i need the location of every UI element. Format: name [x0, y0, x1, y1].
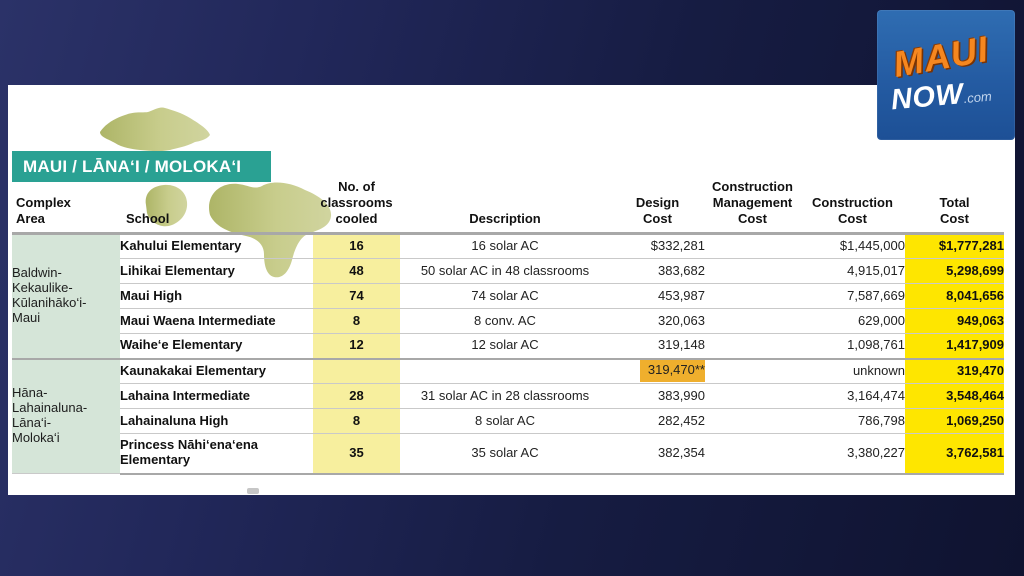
- highlighted-design-cost: 319,470**: [639, 360, 705, 383]
- table-row: Princess Nāhi‘ena‘ena Elementary 35 35 s…: [12, 433, 1004, 475]
- table-row: Maui High 74 74 solar AC 453,987 7,587,6…: [12, 283, 1004, 309]
- description-cell: 12 solar AC: [400, 333, 610, 359]
- management-cost-cell: [705, 408, 800, 434]
- construction-cost-cell: 3,164,474: [800, 383, 905, 409]
- total-cost-cell: 8,041,656: [905, 283, 1004, 309]
- classrooms-cell: 12: [313, 333, 400, 359]
- total-cost-cell: 949,063: [905, 308, 1004, 334]
- design-cost-cell: 319,148: [610, 333, 705, 359]
- school-cell: Maui Waena Intermediate: [120, 308, 313, 334]
- management-cost-cell: [705, 357, 800, 384]
- header-construction-cost: Construction Cost: [800, 176, 905, 235]
- management-cost-cell: [705, 433, 800, 475]
- design-cost-cell: $332,281: [610, 233, 705, 259]
- construction-cost-cell: unknown: [800, 357, 905, 384]
- region-banner-title: MAUI / LĀNA‘I / MOLOKA‘I: [23, 157, 242, 176]
- header-complex-area: Complex Area: [12, 176, 120, 235]
- classrooms-cell: 28: [313, 383, 400, 409]
- classrooms-cell: [313, 357, 400, 384]
- classrooms-cell: 8: [313, 308, 400, 334]
- description-cell: 50 solar AC in 48 classrooms: [400, 258, 610, 284]
- management-cost-cell: [705, 308, 800, 334]
- construction-cost-cell: 629,000: [800, 308, 905, 334]
- design-cost-cell: 383,682: [610, 258, 705, 284]
- header-school: School: [120, 176, 313, 235]
- construction-cost-cell: 1,098,761: [800, 333, 905, 359]
- school-cell: Princess Nāhi‘ena‘ena Elementary: [120, 433, 313, 475]
- header-total-cost: Total Cost: [905, 176, 1004, 235]
- school-cell: Lahaina Intermediate: [120, 383, 313, 409]
- school-cell: Kahului Elementary: [120, 233, 313, 259]
- design-cost-cell: 320,063: [610, 308, 705, 334]
- management-cost-cell: [705, 383, 800, 409]
- design-cost-cell: 382,354: [610, 433, 705, 475]
- school-cell: Lahainaluna High: [120, 408, 313, 434]
- table-row: Lahainaluna High 8 8 solar AC 282,452 78…: [12, 408, 1004, 434]
- scrollbar-handle-artifact: [247, 488, 259, 494]
- description-cell: 8 conv. AC: [400, 308, 610, 334]
- header-construction-management-cost: Construction Management Cost: [705, 176, 800, 235]
- table-row: Waihe‘e Elementary 12 12 solar AC 319,14…: [12, 333, 1004, 359]
- management-cost-cell: [705, 258, 800, 284]
- total-cost-cell: 3,762,581: [905, 433, 1004, 475]
- construction-cost-cell: 4,915,017: [800, 258, 905, 284]
- classrooms-cell: 74: [313, 283, 400, 309]
- classrooms-cell: 48: [313, 258, 400, 284]
- total-cost-cell: 3,548,464: [905, 383, 1004, 409]
- complex-area-cell: Hāna- Lahainaluna- Lāna‘i- Moloka‘i: [12, 357, 120, 474]
- classrooms-cell: 16: [313, 233, 400, 259]
- table-row: Maui Waena Intermediate 8 8 conv. AC 320…: [12, 308, 1004, 334]
- construction-cost-cell: 3,380,227: [800, 433, 905, 475]
- design-cost-cell: 383,990: [610, 383, 705, 409]
- construction-cost-cell: $1,445,000: [800, 233, 905, 259]
- header-design-cost: Design Cost: [610, 176, 705, 235]
- ac-costs-table: Complex Area School No. of classrooms co…: [12, 176, 1004, 475]
- table-row: Baldwin- Kekaulike- Kūlanihāko‘i- Maui K…: [12, 233, 1004, 359]
- description-cell: 16 solar AC: [400, 233, 610, 259]
- management-cost-cell: [705, 233, 800, 259]
- design-cost-cell: 453,987: [610, 283, 705, 309]
- construction-cost-cell: 7,587,669: [800, 283, 905, 309]
- total-cost-cell: 1,069,250: [905, 408, 1004, 434]
- mauinow-logo: MAUI NOW.com: [877, 10, 1015, 140]
- description-cell: 8 solar AC: [400, 408, 610, 434]
- table-header-row: Complex Area School No. of classrooms co…: [12, 176, 1004, 235]
- classrooms-cell: 8: [313, 408, 400, 434]
- classrooms-cell: 35: [313, 433, 400, 475]
- header-classrooms-cooled: No. of classrooms cooled: [313, 176, 400, 235]
- description-cell: 31 solar AC in 28 classrooms: [400, 383, 610, 409]
- table-row: Hāna- Lahainaluna- Lāna‘i- Moloka‘i Kaun…: [12, 357, 1004, 474]
- school-cell: Kaunakakai Elementary: [120, 357, 313, 384]
- school-cell: Maui High: [120, 283, 313, 309]
- total-cost-cell: 1,417,909: [905, 333, 1004, 359]
- header-description: Description: [400, 176, 610, 235]
- total-cost-cell: $1,777,281: [905, 233, 1004, 259]
- design-cost-cell: 282,452: [610, 408, 705, 434]
- description-cell: [400, 357, 610, 384]
- management-cost-cell: [705, 283, 800, 309]
- table-row: Lahaina Intermediate 28 31 solar AC in 2…: [12, 383, 1004, 409]
- table-row: Lihikai Elementary 48 50 solar AC in 48 …: [12, 258, 1004, 284]
- total-cost-cell: 319,470: [905, 357, 1004, 384]
- molokai-island: [100, 107, 210, 152]
- total-cost-cell: 5,298,699: [905, 258, 1004, 284]
- logo-now-word: NOW: [889, 78, 965, 117]
- complex-area-cell: Baldwin- Kekaulike- Kūlanihāko‘i- Maui: [12, 233, 120, 359]
- construction-cost-cell: 786,798: [800, 408, 905, 434]
- school-cell: Waihe‘e Elementary: [120, 333, 313, 359]
- design-cost-cell: 319,470**: [610, 357, 705, 384]
- school-cell: Lihikai Elementary: [120, 258, 313, 284]
- management-cost-cell: [705, 333, 800, 359]
- logo-com-suffix: .com: [962, 88, 993, 107]
- description-cell: 35 solar AC: [400, 433, 610, 475]
- description-cell: 74 solar AC: [400, 283, 610, 309]
